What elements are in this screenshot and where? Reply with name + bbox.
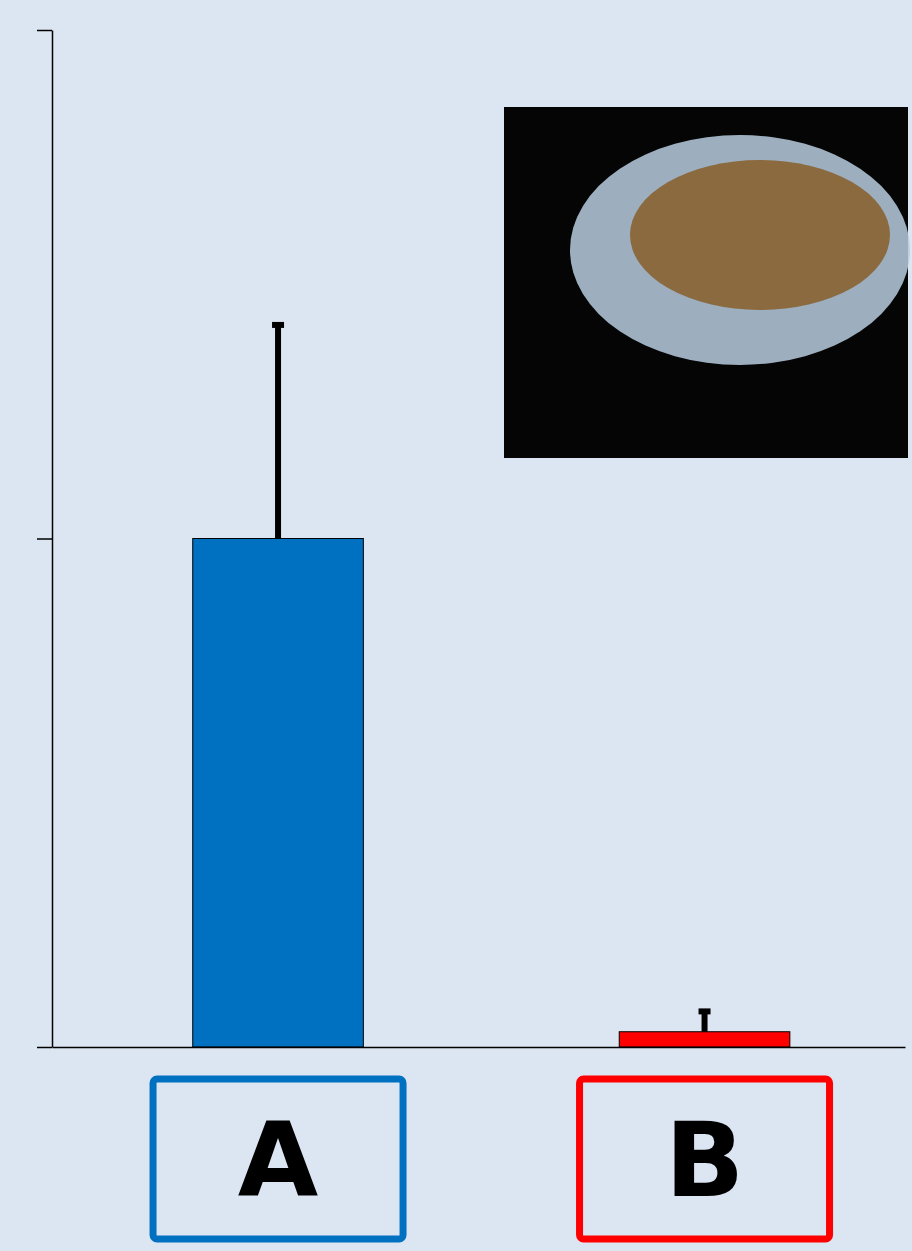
photo-body <box>630 160 890 310</box>
x-tick-label: B <box>665 1099 744 1221</box>
y-tick <box>37 539 52 540</box>
error-bar <box>272 325 284 539</box>
x-tick: A <box>153 1079 403 1239</box>
y-tick-mark <box>37 30 52 32</box>
category-box <box>580 1079 830 1239</box>
specimen-photo <box>504 107 910 458</box>
error-bar <box>699 1011 711 1031</box>
y-axis <box>37 31 53 1048</box>
photo-shell <box>570 135 910 365</box>
error-line <box>702 1011 708 1031</box>
chart: AB <box>0 0 912 1251</box>
x-axis: AB <box>53 1048 906 1240</box>
error-line <box>275 325 281 539</box>
y-tick <box>37 1047 52 1048</box>
x-axis-line <box>53 1047 906 1049</box>
x-tick-label: A <box>238 1099 319 1221</box>
x-tick: B <box>580 1079 830 1239</box>
y-tick <box>37 30 52 31</box>
y-tick-mark <box>37 1047 52 1049</box>
bar <box>193 539 364 1048</box>
background <box>0 0 912 1251</box>
error-cap <box>699 1008 711 1014</box>
category-box <box>153 1079 403 1239</box>
y-tick-mark <box>37 538 52 540</box>
plot-area <box>193 325 790 1047</box>
error-cap <box>272 322 284 328</box>
bar <box>619 1032 790 1047</box>
